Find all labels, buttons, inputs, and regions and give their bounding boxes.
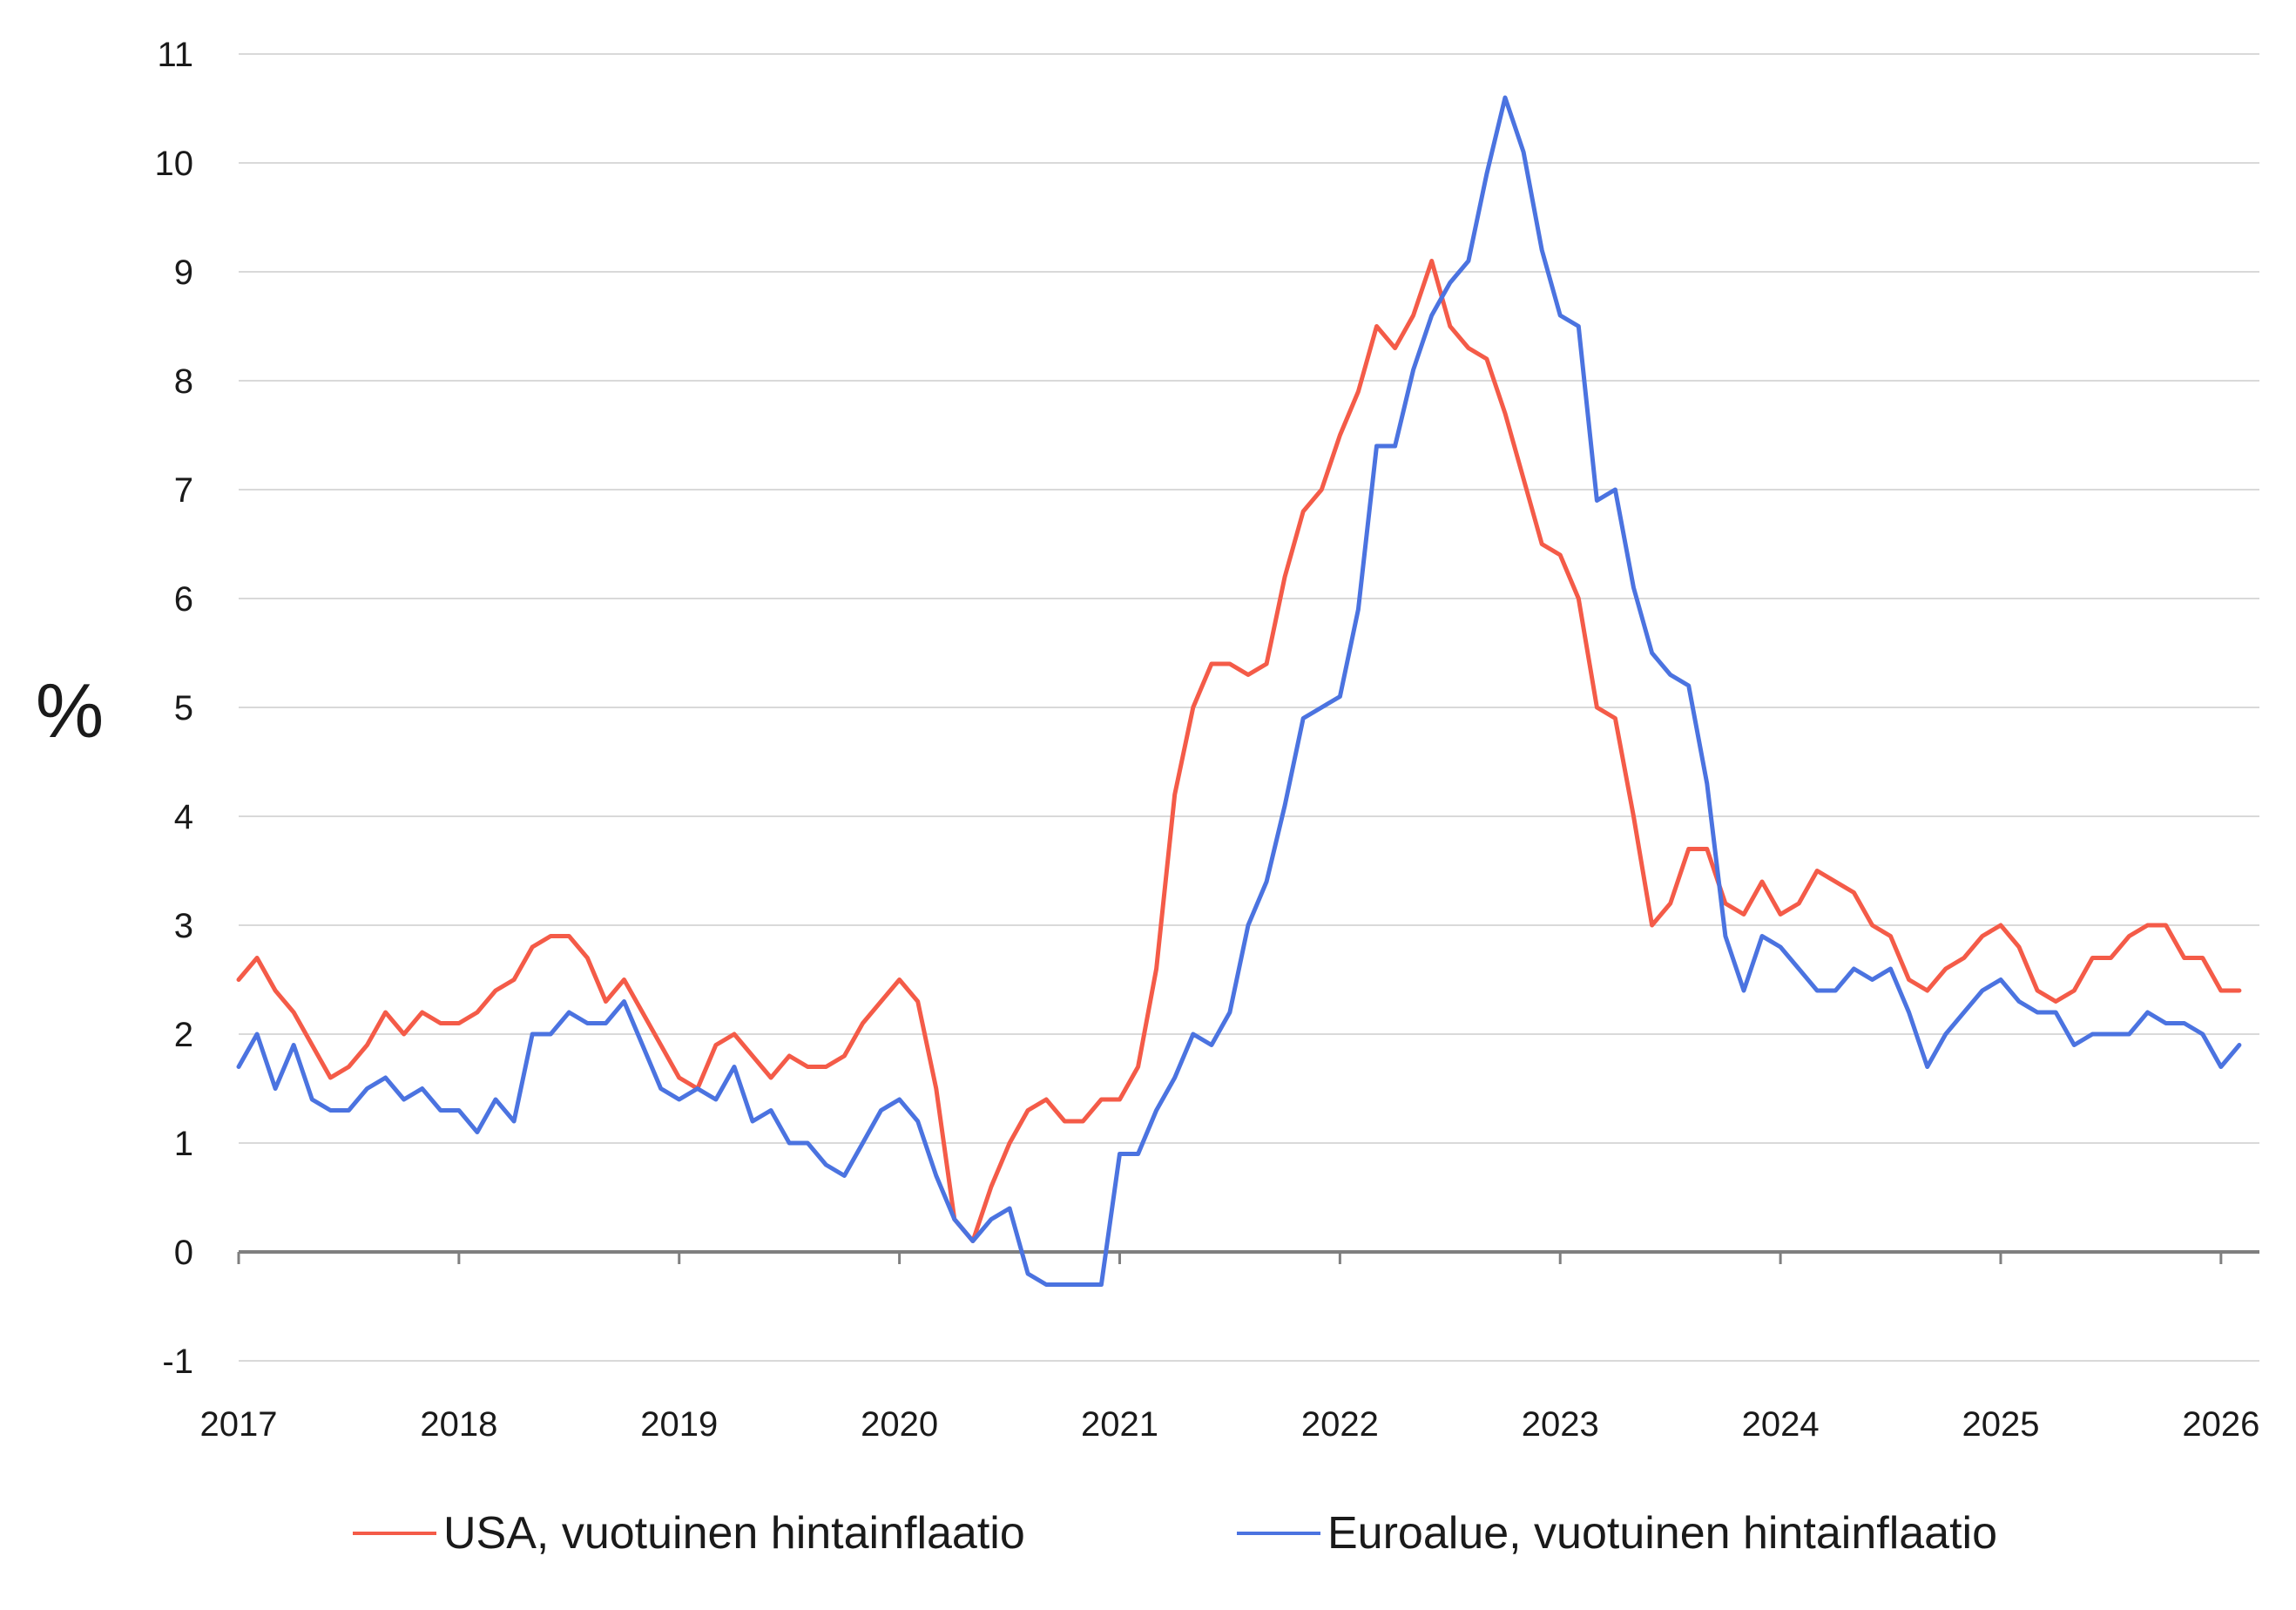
x-tick-label: 2019: [640, 1405, 718, 1444]
x-tick-label: 2024: [1742, 1405, 1820, 1444]
legend-swatch-euro: [1237, 1532, 1320, 1535]
x-tick-label: 2021: [1081, 1405, 1158, 1444]
series-line-usa: [236, 259, 2242, 1243]
legend-label-usa: USA, vuotuinen hintainflaatio: [443, 1508, 1025, 1559]
y-tick-labels: -1 0 1 2 3 4 5 6 7 8 9 10 11: [155, 36, 194, 1381]
x-tick-label: 2025: [1962, 1405, 2039, 1444]
x-tick-label: 2022: [1301, 1405, 1379, 1444]
legend-label-euro: Euroalue, vuotuinen hintainflaatio: [1327, 1508, 1998, 1559]
x-tick-label: 2023: [1522, 1405, 1599, 1444]
y-tick-label: 8: [174, 362, 193, 401]
x-tick-label: 2026: [2182, 1405, 2259, 1444]
y-tick-label: 0: [174, 1234, 193, 1272]
y-tick-label: 5: [174, 689, 193, 727]
series-line-euro: [236, 95, 2242, 1287]
y-tick-label: 3: [174, 907, 193, 945]
legend-2: Euroalue, vuotuinen hintainflaatio: [1237, 1507, 1997, 1559]
gridlines: [239, 53, 2259, 1362]
y-tick-label: 2: [174, 1016, 193, 1054]
y-tick-label: 11: [157, 36, 193, 74]
y-tick-label: 6: [174, 580, 193, 619]
series-lines: [236, 95, 2242, 1287]
y-tick-label: -1: [162, 1343, 193, 1381]
x-tick-labels: 2017 2018 2019 2020 2021 2022 2023 2024 2025 2026: [200, 1405, 2260, 1444]
zero-axis: [237, 1250, 2259, 1264]
x-tick-label: 2018: [420, 1405, 497, 1444]
y-tick-label: 1: [174, 1125, 193, 1163]
y-tick-label: 9: [174, 254, 193, 292]
y-tick-label: 10: [155, 145, 194, 183]
y-tick-label: 4: [174, 798, 193, 836]
y-tick-label: 7: [174, 471, 193, 510]
legend-swatch-usa: [353, 1532, 436, 1535]
x-tick-label: 2020: [861, 1405, 938, 1444]
legend: USA, vuotuinen hintainflaatio: [353, 1507, 1025, 1559]
x-tick-label: 2017: [200, 1405, 278, 1444]
y-axis-label: %: [36, 667, 104, 754]
